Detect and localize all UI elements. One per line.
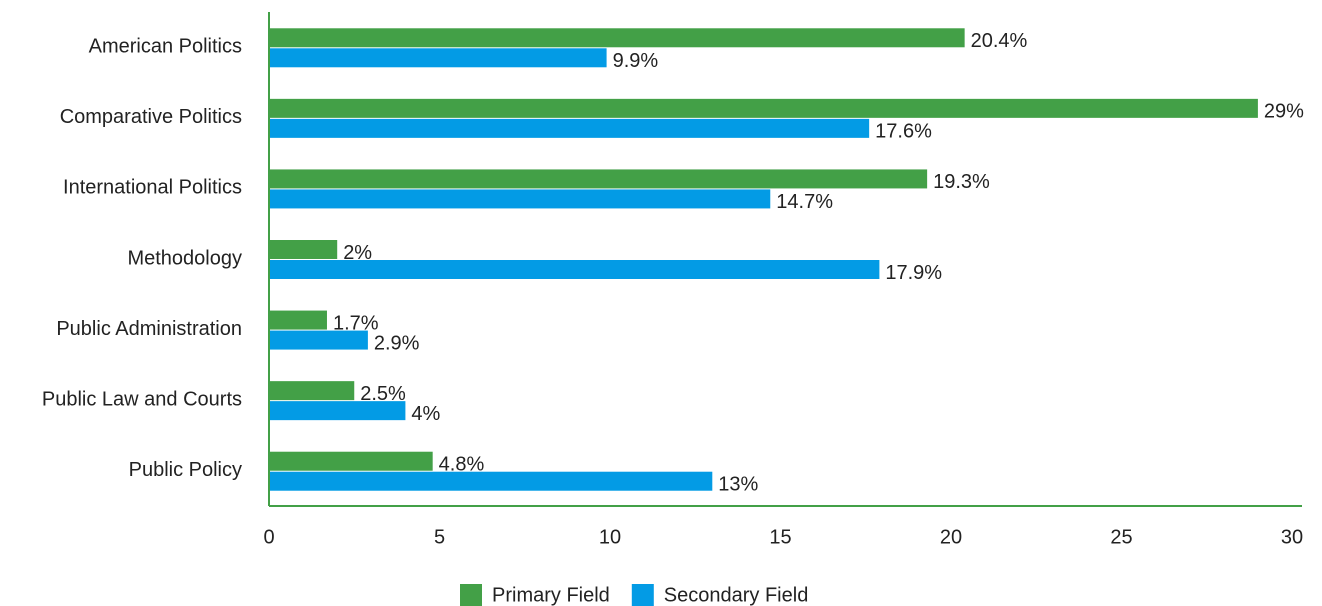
x-tick-label: 0 — [263, 526, 274, 548]
bar — [269, 169, 928, 189]
x-tick-label: 20 — [940, 526, 962, 548]
y-tick-label: American Politics — [89, 36, 242, 58]
bar — [269, 118, 870, 138]
bar — [269, 240, 338, 259]
legend-label: Primary Field — [492, 584, 610, 606]
value-label: 9.9% — [613, 50, 659, 72]
bar — [269, 260, 880, 279]
value-label: 13% — [718, 473, 758, 495]
bar — [269, 28, 965, 48]
y-tick-label: Methodology — [127, 247, 242, 269]
bar — [269, 451, 433, 471]
value-label: 17.6% — [875, 121, 932, 143]
legend-swatch — [460, 584, 482, 606]
value-label: 20.4% — [971, 30, 1028, 52]
y-tick-label: Comparative Politics — [60, 106, 242, 128]
x-tick-label: 25 — [1110, 526, 1132, 548]
bar — [269, 330, 368, 350]
legend-label: Secondary Field — [664, 584, 809, 606]
value-label: 1.7% — [333, 312, 379, 334]
value-label: 4% — [411, 403, 440, 425]
legend-swatch — [631, 584, 654, 606]
y-tick-label: Public Policy — [129, 459, 242, 481]
bar — [269, 381, 355, 401]
bar — [269, 98, 1258, 118]
bar — [269, 48, 607, 68]
value-label: 17.9% — [885, 262, 942, 284]
value-label: 29% — [1264, 101, 1304, 123]
x-tick-label: 10 — [599, 526, 621, 548]
value-label: 14.7% — [776, 191, 833, 213]
value-label: 2.9% — [374, 332, 420, 354]
x-tick-label: 5 — [434, 526, 445, 548]
value-label: 19.3% — [933, 171, 990, 193]
value-label: 2.5% — [360, 383, 406, 405]
bar — [269, 401, 406, 421]
x-tick-label: 15 — [769, 526, 791, 548]
y-tick-label: International Politics — [63, 177, 242, 199]
bar — [269, 471, 713, 491]
x-tick-label: 30 — [1281, 526, 1303, 548]
value-label: 2% — [343, 242, 372, 264]
bar — [269, 310, 327, 330]
y-tick-label: Public Administration — [56, 318, 242, 340]
value-label: 4.8% — [439, 453, 485, 475]
bar — [269, 189, 771, 209]
y-tick-label: Public Law and Courts — [42, 388, 242, 410]
